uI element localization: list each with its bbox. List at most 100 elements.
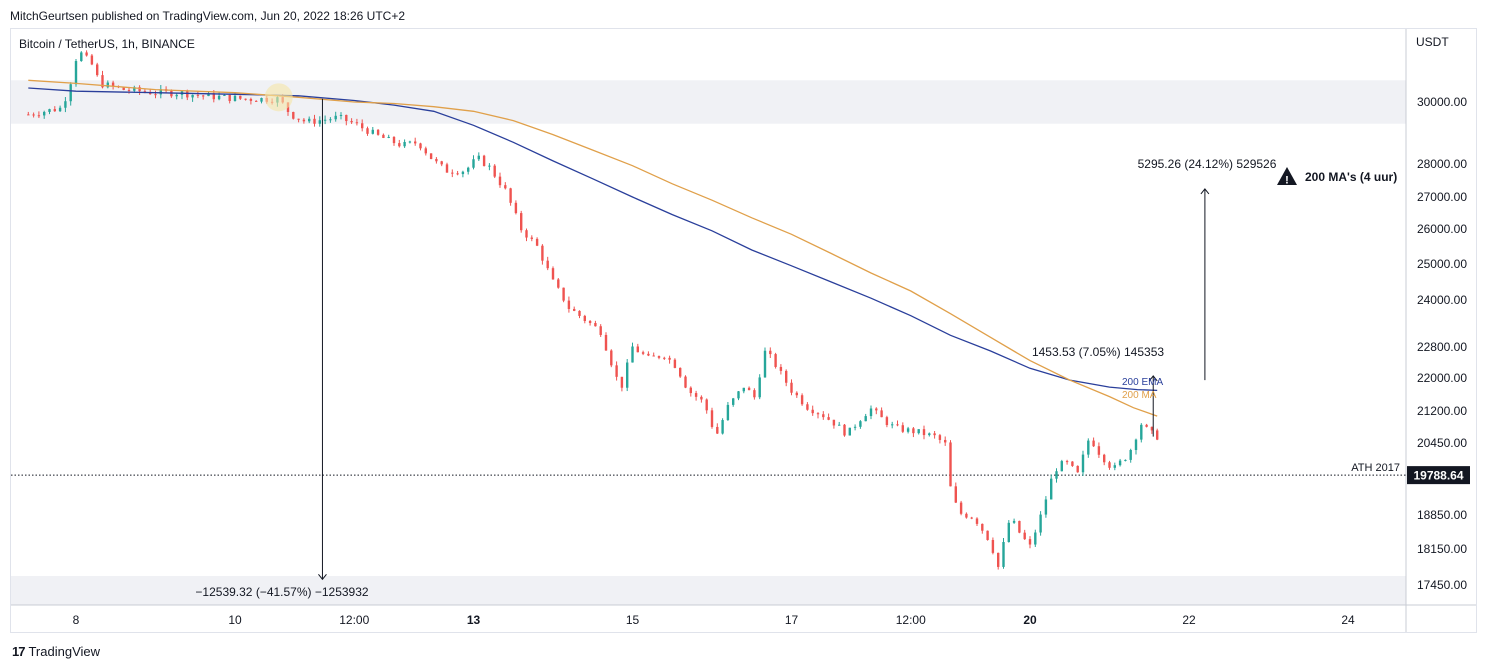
candle-body (202, 95, 205, 97)
price-tick-label: 26000.00 (1417, 222, 1467, 236)
candle-body (912, 428, 915, 434)
candle-body (827, 417, 830, 420)
candle-body (679, 367, 682, 377)
ema-legend-label: 200 EMA (1122, 377, 1163, 388)
candle-body (64, 101, 67, 108)
candle-body (223, 94, 226, 96)
candle-body (414, 141, 417, 144)
candle-body (1034, 532, 1037, 545)
candle-body (27, 114, 30, 116)
candle-body (604, 334, 608, 351)
candle-body (610, 350, 613, 366)
candle-body (557, 279, 560, 288)
zones-layer (11, 80, 1406, 605)
candle-body (1071, 461, 1074, 466)
candle-body (641, 352, 645, 354)
candle-body (302, 119, 306, 122)
candle-body (636, 346, 639, 353)
candle-body (334, 115, 337, 120)
candle-body (154, 94, 157, 96)
top-resistance-zone (11, 80, 1406, 124)
candle-body (1145, 424, 1148, 427)
candle-body (705, 399, 708, 411)
candle-body (599, 326, 602, 335)
candle-body (694, 393, 698, 397)
candle-body (1156, 430, 1159, 440)
candle-body (429, 153, 433, 159)
ath-price-badge-text: 19788.64 (1413, 469, 1463, 483)
chart-frame (10, 28, 1477, 633)
candle-body (488, 165, 491, 167)
time-tick-label: 20 (1023, 613, 1037, 627)
candle-body (647, 353, 650, 356)
candle-body (461, 171, 465, 175)
price-tick-label: 18850.00 (1417, 508, 1467, 522)
candle-body (615, 365, 618, 377)
big-drop-label: −12539.32 (−41.57%) −1253932 (195, 585, 368, 599)
candle-body (991, 539, 995, 553)
candle-body (790, 382, 793, 393)
candle-body (419, 143, 422, 149)
candle-body (689, 387, 692, 394)
candle-body (382, 134, 385, 138)
candle-body (663, 357, 666, 359)
candle-body (451, 172, 454, 174)
candle-body (721, 420, 724, 434)
candle-body (111, 82, 115, 87)
time-tick-label: 24 (1341, 613, 1355, 627)
candle-body (440, 161, 443, 165)
candle-body (175, 94, 178, 97)
big-drop-arrow-arrowhead (318, 574, 327, 581)
candle-body (779, 366, 783, 371)
candle-body (859, 421, 862, 427)
candle-body (986, 530, 989, 540)
candle-body (1087, 440, 1090, 455)
candle-body (249, 98, 253, 101)
candle-body (445, 164, 449, 173)
candle-body (1028, 539, 1032, 545)
crossover-highlight (264, 83, 293, 112)
candle-body (1124, 459, 1127, 461)
candle-body (1076, 465, 1079, 473)
candle-body (928, 433, 931, 436)
candle-body (838, 424, 841, 426)
candle-body (435, 158, 438, 162)
warning-icon (1277, 167, 1297, 185)
candle-body (954, 486, 957, 503)
candle-body (864, 416, 867, 422)
bounce-arrow-arrowhead (1148, 375, 1158, 382)
time-tick-label: 17 (785, 613, 799, 627)
price-tick-label: 30000.00 (1417, 95, 1467, 109)
published-info: MitchGeurtsen published on TradingView.c… (10, 9, 406, 23)
candle-body (80, 52, 83, 62)
candle-body (96, 64, 99, 76)
candle-body (822, 414, 825, 418)
candle-body (710, 410, 714, 427)
price-tick-label: 18150.00 (1417, 542, 1467, 556)
time-tick-label: 13 (467, 613, 481, 627)
candle-body (567, 300, 571, 309)
candle-body (408, 141, 412, 143)
candle-body (583, 315, 586, 321)
candle-body (138, 87, 141, 92)
candle-body (959, 502, 963, 514)
ma-200-line (28, 79, 1158, 417)
candle-body (853, 426, 857, 428)
candle-body (101, 75, 104, 88)
candle-body (504, 185, 507, 189)
candle-body (361, 123, 364, 129)
footer-brand[interactable]: TradingView (28, 644, 101, 659)
candle-body (345, 114, 348, 122)
candle-body (186, 91, 189, 98)
candle-body (90, 55, 94, 65)
candle-body (509, 188, 512, 203)
candle-body (318, 120, 321, 124)
candle-body (260, 97, 263, 102)
candle-body (573, 308, 576, 311)
candle-body (520, 213, 523, 231)
candle-body (159, 89, 162, 95)
candle-body (106, 82, 109, 88)
candle-body (1129, 450, 1132, 460)
candle-body (297, 118, 300, 120)
